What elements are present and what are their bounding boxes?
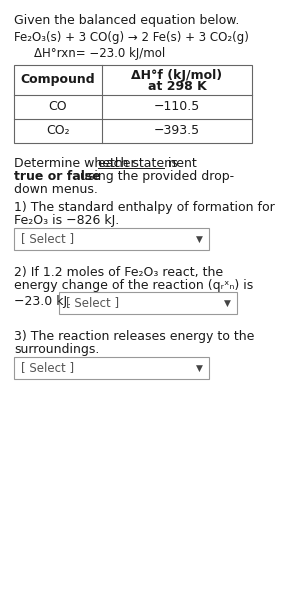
Text: ▼: ▼ — [224, 298, 231, 307]
Text: −110.5: −110.5 — [154, 100, 200, 114]
Text: down menus.: down menus. — [14, 183, 98, 196]
Text: 3) The reaction releases energy to the: 3) The reaction releases energy to the — [14, 330, 254, 343]
Text: [ Select ]: [ Select ] — [21, 362, 74, 374]
Text: −393.5: −393.5 — [154, 124, 200, 138]
Text: ▼: ▼ — [196, 234, 202, 243]
Text: ▼: ▼ — [196, 364, 202, 373]
Text: using the provided drop-: using the provided drop- — [76, 170, 234, 183]
Text: Fe₂O₃(s) + 3 CO(g) → 2 Fe(s) + 3 CO₂(g): Fe₂O₃(s) + 3 CO(g) → 2 Fe(s) + 3 CO₂(g) — [14, 31, 249, 44]
Text: Compound: Compound — [21, 74, 95, 86]
Text: at 298 K: at 298 K — [148, 80, 206, 92]
Text: CO: CO — [49, 100, 67, 114]
Bar — [59, 292, 237, 314]
Text: surroundings.: surroundings. — [14, 343, 99, 356]
Text: Determine whether: Determine whether — [14, 157, 140, 170]
Text: energy change of the reaction (qᵣˣₙ) is: energy change of the reaction (qᵣˣₙ) is — [14, 279, 253, 292]
Text: each statement: each statement — [98, 157, 197, 170]
Text: Fe₂O₃ is −826 kJ.: Fe₂O₃ is −826 kJ. — [14, 214, 119, 227]
Text: CO₂: CO₂ — [46, 124, 70, 138]
Text: −23.0 kJ.: −23.0 kJ. — [14, 295, 71, 308]
Text: [ Select ]: [ Select ] — [21, 233, 74, 245]
Text: 1) The standard enthalpy of formation for: 1) The standard enthalpy of formation fo… — [14, 201, 275, 214]
Text: ΔH°f (kJ/mol): ΔH°f (kJ/mol) — [131, 68, 223, 82]
Bar — [14, 65, 252, 143]
Bar — [14, 357, 209, 379]
Text: true or false: true or false — [14, 170, 101, 183]
Text: ΔH°rxn= −23.0 kJ/mol: ΔH°rxn= −23.0 kJ/mol — [34, 47, 165, 60]
Text: Given the balanced equation below.: Given the balanced equation below. — [14, 14, 239, 27]
Text: 2) If 1.2 moles of Fe₂O₃ react, the: 2) If 1.2 moles of Fe₂O₃ react, the — [14, 266, 223, 279]
Bar — [14, 228, 209, 250]
Text: [ Select ]: [ Select ] — [66, 297, 119, 309]
Text: is: is — [164, 157, 178, 170]
